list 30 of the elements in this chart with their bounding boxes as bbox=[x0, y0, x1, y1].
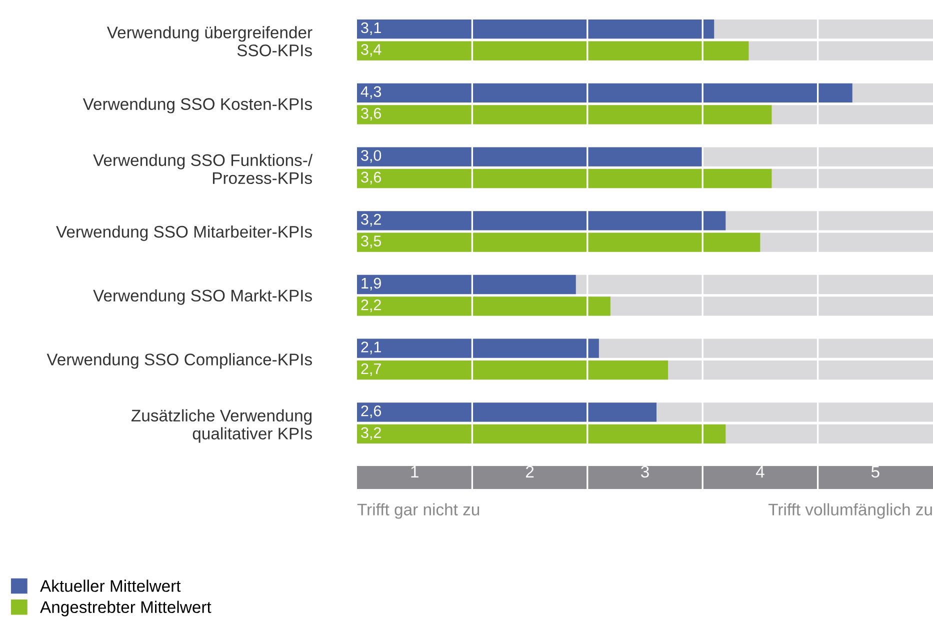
data-label: 3,6 bbox=[361, 108, 382, 121]
data-label: 2,7 bbox=[361, 363, 381, 376]
text: Trifft vollumfänglich zu bbox=[768, 503, 932, 519]
data-label: 3,1 bbox=[361, 22, 381, 35]
y-tick-label: Verwendung SSO Kosten-KPIs bbox=[82, 98, 312, 114]
y-tick-label: Verwendung SSO Markt-KPIs bbox=[93, 289, 312, 305]
data-label: 3,5 bbox=[361, 236, 382, 248]
x-tick-label: 5 bbox=[871, 466, 880, 478]
x-tick-label: 4 bbox=[756, 466, 764, 478]
data-label: 2,2 bbox=[361, 299, 381, 312]
x-tick-label: 1 bbox=[411, 466, 418, 478]
y-tick-label: Verwendung SSO Mitarbeiter-KPIs bbox=[56, 225, 312, 241]
legend-label: Angestrebter Mittelwert bbox=[40, 600, 212, 616]
data-label: 4,3 bbox=[360, 86, 382, 99]
text: Trifft gar nicht zu bbox=[357, 503, 480, 519]
data-label: 3,0 bbox=[361, 150, 382, 163]
x-tick-label: 3 bbox=[641, 466, 649, 478]
y-tick-label: Verwendung SSO Funktions-/ Prozess-KPIs bbox=[93, 154, 313, 184]
y-tick-label: Verwendung übergreifender SSO-KPIs bbox=[106, 26, 312, 56]
y-tick-label: Zusätzliche Verwendung qualitativer KPIs bbox=[132, 409, 312, 443]
data-label: 1,9 bbox=[362, 278, 381, 290]
data-label: 2,6 bbox=[361, 406, 382, 418]
x-tick-label: 2 bbox=[526, 466, 534, 478]
data-label: 3,2 bbox=[361, 214, 381, 227]
data-label: 2,1 bbox=[361, 342, 381, 354]
legend-label: Aktueller Mittelwert bbox=[40, 580, 181, 592]
data-label: 3,6 bbox=[361, 172, 382, 184]
data-label: 3,2 bbox=[361, 427, 381, 440]
data-label: 3,4 bbox=[361, 44, 382, 57]
y-tick-label: Verwendung SSO Compliance-KPIs bbox=[46, 353, 312, 369]
